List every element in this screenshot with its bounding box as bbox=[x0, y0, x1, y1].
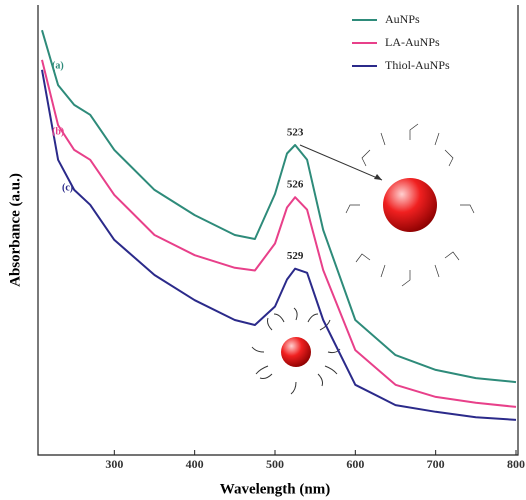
ligand-particle-small bbox=[252, 308, 340, 394]
series-line bbox=[42, 60, 516, 407]
x-tick-label: 500 bbox=[266, 457, 284, 471]
chart: Wavelength (nm) Absorbance (a.u.) 300 400… bbox=[0, 0, 526, 500]
axis-frame bbox=[38, 5, 518, 455]
x-tick-label: 300 bbox=[105, 457, 123, 471]
x-tick-label: 600 bbox=[346, 457, 364, 471]
legend-label: AuNPs bbox=[385, 12, 420, 26]
peak-label: 526 bbox=[287, 179, 304, 191]
arrow-head bbox=[374, 174, 382, 180]
curve-label: (a) bbox=[52, 60, 64, 71]
y-axis-label: Absorbance (a.u.) bbox=[7, 173, 23, 287]
x-tick-label: 700 bbox=[427, 457, 445, 471]
ligand-particle-large bbox=[346, 124, 474, 286]
peak-label: 523 bbox=[287, 126, 304, 138]
peak-label: 529 bbox=[287, 250, 304, 262]
curve-label: (c) bbox=[62, 182, 73, 193]
legend-label: LA-AuNPs bbox=[385, 35, 440, 49]
x-tick-label: 800 bbox=[507, 457, 525, 471]
x-axis-label: Wavelength (nm) bbox=[220, 481, 330, 497]
x-tick-label: 400 bbox=[186, 457, 204, 471]
legend-label: Thiol-AuNPs bbox=[385, 58, 450, 72]
series-line bbox=[42, 70, 516, 420]
series-line bbox=[42, 30, 516, 382]
curve-label: (b) bbox=[52, 126, 64, 137]
